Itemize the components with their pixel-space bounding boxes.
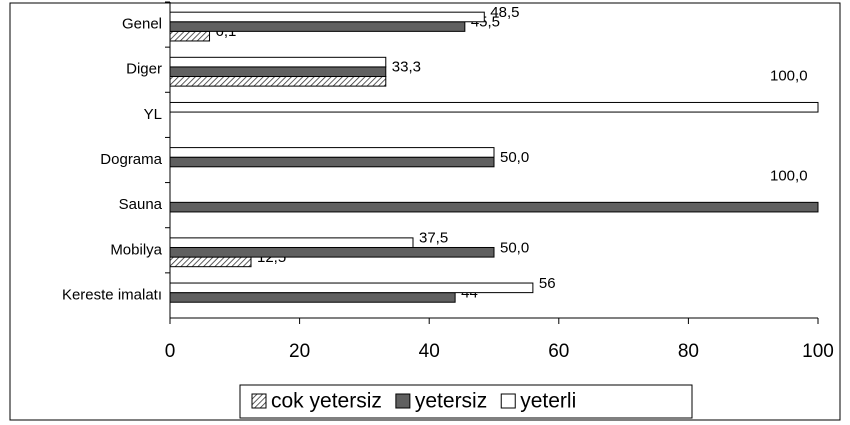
x-tick-label: 20 xyxy=(289,341,310,362)
y-tick-label: Diger xyxy=(126,61,162,78)
data-label: 50,0 xyxy=(500,239,529,256)
y-tick-label: Genel xyxy=(122,16,162,33)
x-tick-label: 100 xyxy=(802,341,834,362)
data-label: 100,0 xyxy=(770,67,808,84)
data-label: 56 xyxy=(539,275,556,292)
data-label: 37,5 xyxy=(419,230,448,247)
y-tick-label: Kereste imalatı xyxy=(62,286,162,303)
legend-swatch xyxy=(395,393,411,409)
x-tick-label: 40 xyxy=(419,341,440,362)
y-tick-label: Mobilya xyxy=(110,241,162,258)
legend: cok yetersiz yetersiz yeterli xyxy=(239,384,693,419)
bar xyxy=(169,292,456,303)
bar xyxy=(169,147,495,158)
data-label: 50,0 xyxy=(500,149,529,166)
legend-label: yeterli xyxy=(520,390,576,413)
bar xyxy=(169,76,387,87)
bar xyxy=(169,282,534,294)
bar xyxy=(169,30,211,42)
x-tick-label: 80 xyxy=(678,341,699,362)
legend-box xyxy=(239,384,693,419)
y-tick-label: YL xyxy=(144,106,162,123)
bar xyxy=(169,246,495,258)
data-label: 48,5 xyxy=(490,4,519,21)
legend-label: cok yetersiz xyxy=(271,390,382,413)
bar xyxy=(169,56,387,68)
bar xyxy=(169,256,252,268)
data-label: 100,0 xyxy=(770,167,808,184)
x-tick-label: 0 xyxy=(165,341,176,362)
bar xyxy=(169,21,466,32)
bar xyxy=(169,101,819,113)
data-label: 33,3 xyxy=(392,59,421,76)
y-tick-label: Dograma xyxy=(100,151,162,168)
legend-swatch xyxy=(500,393,516,409)
bar xyxy=(169,66,387,78)
bar xyxy=(169,156,495,168)
bar xyxy=(169,201,819,213)
legend-label: yetersiz xyxy=(415,390,487,413)
x-tick-label: 60 xyxy=(548,341,569,362)
y-tick-label: Sauna xyxy=(119,196,163,213)
bar xyxy=(169,237,414,248)
legend-swatch xyxy=(251,393,267,409)
bar xyxy=(169,11,485,23)
